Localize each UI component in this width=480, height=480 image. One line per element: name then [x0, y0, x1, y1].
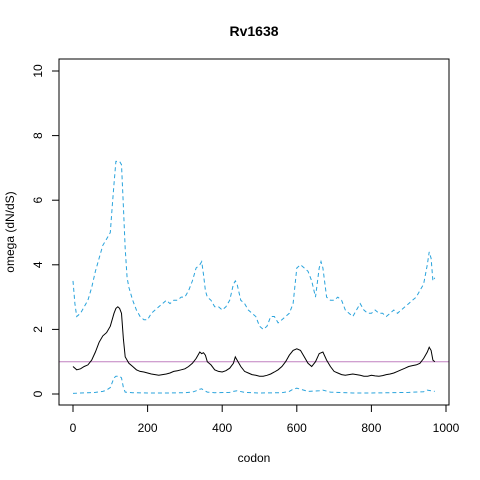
- series-layer: [72, 160, 436, 394]
- y-axis-label: omega (dN/dS): [3, 191, 17, 272]
- x-axis-label: codon: [238, 451, 271, 465]
- chart-title: Rv1638: [229, 23, 278, 39]
- x-tick-label: 400: [212, 421, 232, 435]
- x-tick-label: 0: [70, 421, 77, 435]
- y-axis: 0 2 4 6 8 10: [31, 64, 60, 397]
- y-tick-label: 8: [31, 132, 45, 139]
- plot-frame: [58, 58, 450, 406]
- x-axis: 0 200 400 600 800 1000: [70, 404, 460, 435]
- x-tick-label: 600: [287, 421, 307, 435]
- y-tick-label: 0: [31, 390, 45, 397]
- x-tick-label: 200: [138, 421, 158, 435]
- y-tick-label: 6: [31, 197, 45, 204]
- y-tick-label: 10: [31, 64, 45, 78]
- series-line-lower-interval: [72, 375, 435, 394]
- y-tick-label: 2: [31, 326, 45, 333]
- series-line-estimate: [72, 306, 436, 377]
- x-tick-label: 1000: [433, 421, 460, 435]
- y-tick-label: 4: [31, 261, 45, 268]
- series-line-upper-interval: [72, 160, 436, 331]
- x-tick-label: 800: [361, 421, 381, 435]
